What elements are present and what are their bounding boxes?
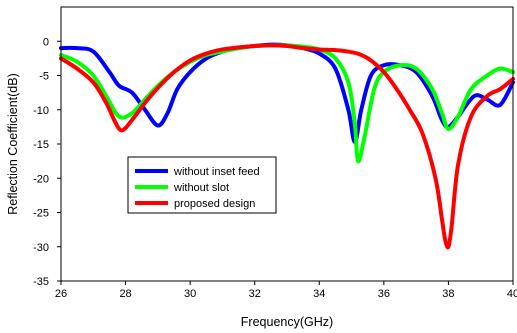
legend: without inset feed without slot proposed d… [127,156,277,214]
series-layer [59,42,515,250]
x-tick-label: 38 [442,288,454,300]
series-line-without-slot [59,43,515,164]
x-tick-label: 32 [249,288,261,300]
plot-frame [60,6,514,282]
y-tick-label: -15 [33,139,49,151]
legend-label: proposed design [174,198,255,210]
x-tick-label: 40 [507,288,517,300]
y-tick-label: -20 [33,173,49,185]
x-tick-label: 30 [184,288,196,300]
x-tick-label: 26 [55,288,67,300]
x-tick-label: 28 [119,288,131,300]
x-tick-label: 36 [378,288,390,300]
y-axis-label: Reflection Coefficient(dB) [6,73,20,215]
x-axis-label: Frequency(GHz) [241,315,333,329]
legend-label: without inset feed [173,166,260,178]
y-tick-label: -35 [33,276,49,288]
y-tick-label: 0 [43,36,49,48]
ticks-layer: 26 28 30 32 34 36 38 40 0 -5 -10 -15 -20 -25 -30 -35 [33,36,517,300]
legend-label: without slot [173,182,229,194]
y-tick-label: -25 [33,208,49,220]
y-tick-label: -30 [33,242,49,254]
y-tick-label: -5 [39,71,49,83]
series-line-proposed-design [59,43,515,250]
y-tick-label: -10 [33,105,49,117]
x-tick-label: 34 [313,288,325,300]
